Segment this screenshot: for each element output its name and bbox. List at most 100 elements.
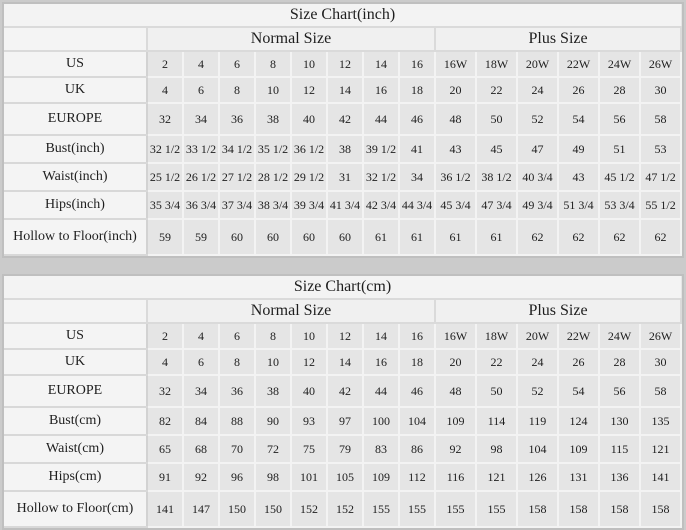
- row-label: UK: [4, 76, 148, 104]
- size-cell: 60: [326, 218, 364, 256]
- size-cell: 55 1/2: [638, 190, 683, 220]
- size-cell: 22: [475, 76, 518, 104]
- size-cell: 44: [362, 102, 400, 136]
- corner-cell: [4, 299, 148, 324]
- size-cell: 158: [516, 490, 559, 528]
- size-cell: 24: [516, 76, 559, 104]
- size-cell: 40: [290, 102, 328, 136]
- size-cell: 92: [182, 462, 220, 492]
- row-label: Bust(cm): [4, 406, 148, 436]
- row-label: Waist(inch): [4, 162, 148, 192]
- size-cell: 97: [326, 406, 364, 436]
- size-cell: 116: [434, 462, 477, 492]
- row-label: Hollow to Floor(inch): [4, 218, 148, 256]
- size-table-cm: Size Chart(cm) Normal Size Plus Size US 2…: [4, 276, 683, 528]
- size-cell: 59: [146, 218, 184, 256]
- size-cell: 51: [598, 134, 641, 164]
- size-cell: 20: [434, 348, 477, 376]
- size-row: Bust(cm) 82 84 88 90 93 97 100 104 109 114 119 124 13…: [4, 406, 683, 436]
- size-cell: 90: [254, 406, 292, 436]
- size-cell: 8: [218, 348, 256, 376]
- size-cell: 12: [290, 348, 328, 376]
- size-cell: 35 1/2: [254, 134, 292, 164]
- group-header-row: Normal Size Plus Size: [4, 299, 683, 324]
- size-cell: 24: [516, 348, 559, 376]
- size-cell: 40 3/4: [516, 162, 559, 192]
- size-row: EUROPE 32 34 36 38 40 42 44 46 48 50 52 54 56 58: [4, 102, 683, 136]
- table-title: Size Chart(inch): [4, 4, 682, 28]
- size-cell: 136: [598, 462, 641, 492]
- size-cell: 88: [218, 406, 256, 436]
- size-cell: 36 3/4: [182, 190, 220, 220]
- size-cell: 26 1/2: [182, 162, 220, 192]
- size-cell: 155: [398, 490, 436, 528]
- size-cell: 114: [475, 406, 518, 436]
- size-cell: 32: [146, 102, 184, 136]
- size-cell: 20W: [516, 50, 559, 78]
- size-cell: 22: [475, 348, 518, 376]
- size-cell: 38 3/4: [254, 190, 292, 220]
- size-cell: 31: [326, 162, 364, 192]
- size-cell: 93: [290, 406, 328, 436]
- size-cell: 28: [598, 76, 641, 104]
- size-cell: 29 1/2: [290, 162, 328, 192]
- size-cell: 56: [598, 102, 641, 136]
- size-cell: 54: [557, 374, 600, 408]
- size-cell: 50: [475, 102, 518, 136]
- size-row: Waist(cm) 65 68 70 72 75 79 83 86 92 98 104 109 115 12…: [4, 434, 683, 464]
- size-cell: 62: [638, 218, 683, 256]
- size-cell: 26: [557, 348, 600, 376]
- size-cell: 16: [398, 50, 436, 78]
- size-cell: 27 1/2: [218, 162, 256, 192]
- size-cell: 16W: [434, 50, 477, 78]
- size-cell: 61: [475, 218, 518, 256]
- size-cell: 91: [146, 462, 184, 492]
- size-cell: 72: [254, 434, 292, 464]
- size-cell: 6: [182, 348, 220, 376]
- size-cell: 4: [146, 348, 184, 376]
- size-cell: 26: [557, 76, 600, 104]
- size-cell: 18W: [475, 322, 518, 350]
- row-label: US: [4, 50, 148, 78]
- size-cell: 34: [182, 102, 220, 136]
- size-cell: 39 1/2: [362, 134, 400, 164]
- size-cell: 4: [182, 322, 220, 350]
- size-cell: 45: [475, 134, 518, 164]
- size-table-inch: Size Chart(inch) Normal Size Plus Size U…: [4, 4, 683, 256]
- size-row: Waist(inch) 25 1/2 26 1/2 27 1/2 28 1/2 29 1/…: [4, 162, 683, 192]
- size-cell: 18: [398, 76, 436, 104]
- size-cell: 16: [362, 76, 400, 104]
- table-title: Size Chart(cm): [4, 276, 682, 300]
- size-cell: 12: [326, 322, 364, 350]
- size-row: UK 4 6 8 10 12 14 16 18 20 22 24 26 28 30: [4, 348, 683, 376]
- corner-cell: [4, 27, 148, 52]
- size-cell: 47 1/2: [638, 162, 683, 192]
- size-cell: 46: [398, 374, 436, 408]
- size-cell: 45 3/4: [434, 190, 477, 220]
- size-cell: 124: [557, 406, 600, 436]
- row-label: Hips(inch): [4, 190, 148, 220]
- size-cell: 10: [290, 50, 328, 78]
- size-cell: 8: [254, 50, 292, 78]
- size-cell: 141: [638, 462, 683, 492]
- size-cell: 52: [516, 374, 559, 408]
- size-cell: 12: [290, 76, 328, 104]
- size-cell: 62: [516, 218, 559, 256]
- size-cell: 34: [182, 374, 220, 408]
- size-cell: 98: [254, 462, 292, 492]
- size-cell: 30: [638, 76, 683, 104]
- size-cell: 158: [638, 490, 683, 528]
- group-header-plus-size: Plus Size: [433, 299, 683, 324]
- size-row: UK 4 6 8 10 12 14 16 18 20 22 24 26 28 30: [4, 76, 683, 104]
- size-cell: 32 1/2: [146, 134, 184, 164]
- size-cell: 4: [146, 76, 184, 104]
- size-cell: 47 3/4: [475, 190, 518, 220]
- size-cell: 131: [557, 462, 600, 492]
- size-cell: 147: [182, 490, 220, 528]
- size-cell: 86: [398, 434, 436, 464]
- size-cell: 121: [638, 434, 683, 464]
- size-cell: 61: [362, 218, 400, 256]
- size-cell: 28 1/2: [254, 162, 292, 192]
- size-cell: 83: [362, 434, 400, 464]
- size-cell: 10: [254, 348, 292, 376]
